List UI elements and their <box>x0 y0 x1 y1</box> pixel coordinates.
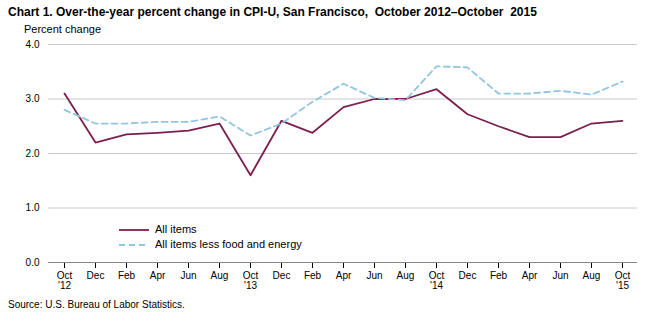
svg-text:Jun: Jun <box>180 270 196 281</box>
svg-text:Aug: Aug <box>397 270 415 281</box>
svg-text:Jun: Jun <box>366 270 382 281</box>
html-text:Chart 1. Over-the-year percent: Chart 1. Over-the-year percent change in… <box>8 5 537 19</box>
svg-text:Oct'14: Oct'14 <box>429 270 445 291</box>
svg-text:Apr: Apr <box>522 270 538 281</box>
html-text:Percent change: Percent change <box>24 23 102 35</box>
svg-text:Oct'15: Oct'15 <box>615 270 631 291</box>
svg-text:3.0: 3.0 <box>26 93 40 104</box>
svg-text:Feb: Feb <box>304 270 322 281</box>
svg-text:Aug: Aug <box>211 270 229 281</box>
svg-text:Aug: Aug <box>583 270 601 281</box>
svg-text:Feb: Feb <box>490 270 508 281</box>
svg-text:Apr: Apr <box>150 270 166 281</box>
html-text:All items less food and energy: All items less food and energy <box>155 238 302 250</box>
html-text:Source: U.S. Bureau of Labor S: Source: U.S. Bureau of Labor Statistics. <box>8 299 185 310</box>
svg-text:Jun: Jun <box>552 270 568 281</box>
svg-text:Feb: Feb <box>118 270 136 281</box>
svg-text:Dec: Dec <box>459 270 477 281</box>
svg-text:Dec: Dec <box>87 270 105 281</box>
html-text:All items: All items <box>155 223 197 235</box>
svg-text:Dec: Dec <box>273 270 291 281</box>
svg-text:4.0: 4.0 <box>26 39 40 50</box>
svg-text:0.0: 0.0 <box>26 257 40 268</box>
svg-text:Oct'12: Oct'12 <box>57 270 73 291</box>
svg-text:1.0: 1.0 <box>26 202 40 213</box>
svg-text:2.0: 2.0 <box>26 148 40 159</box>
svg-text:Oct'13: Oct'13 <box>243 270 259 291</box>
svg-text:Apr: Apr <box>336 270 352 281</box>
